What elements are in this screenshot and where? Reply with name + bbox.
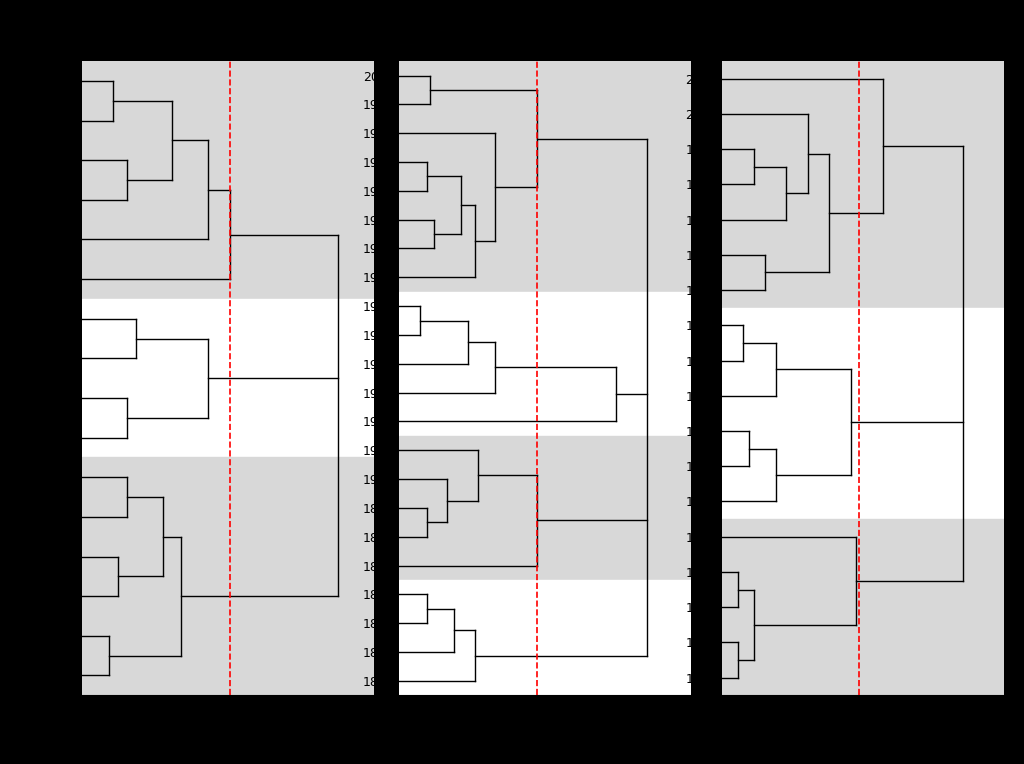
Bar	[82, 299, 374, 458]
Bar	[82, 458, 374, 695]
Bar	[722, 308, 1004, 519]
Bar	[399, 435, 691, 580]
Title: CONISS: CONISS	[828, 40, 897, 58]
Title: CONISS: CONISS	[194, 40, 262, 58]
Bar	[82, 61, 374, 299]
X-axis label: Total sum of squares: Total sum of squares	[480, 723, 610, 736]
Bar	[399, 61, 691, 292]
X-axis label: Total sum of squares: Total sum of squares	[163, 723, 293, 736]
Bar	[722, 61, 1004, 308]
Title: CONISS: CONISS	[511, 40, 580, 58]
X-axis label: Total sum of squares: Total sum of squares	[798, 723, 928, 736]
Bar	[722, 519, 1004, 695]
Bar	[399, 292, 691, 435]
Bar	[399, 580, 691, 695]
